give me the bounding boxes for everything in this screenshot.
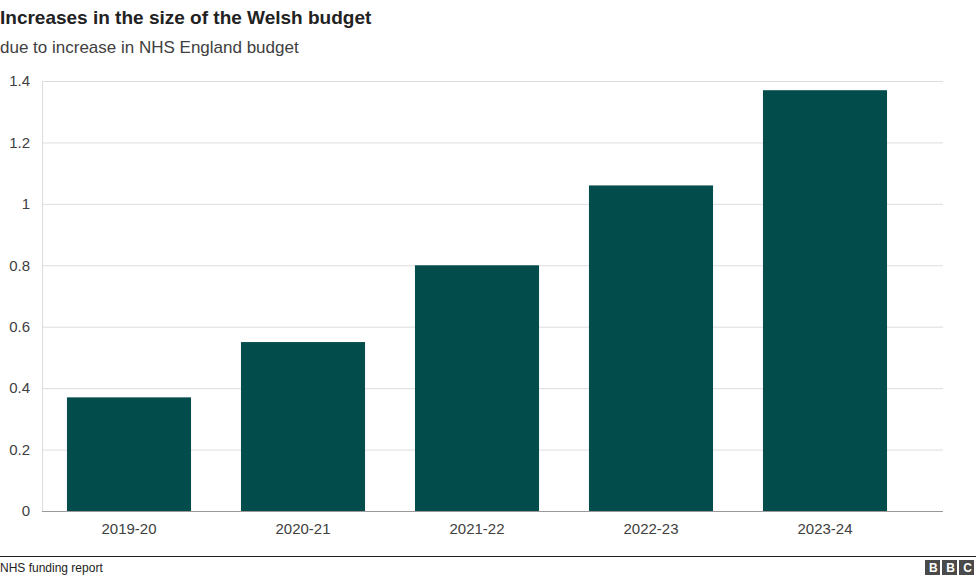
x-tick-label: 2019-20	[101, 520, 156, 537]
y-tick-label: 0.4	[9, 379, 30, 396]
x-tick-label: 2022-23	[623, 520, 678, 537]
y-tick: 1.4	[9, 72, 943, 89]
grid-line	[42, 81, 943, 82]
subtitle: due to increase in NHS England budget	[0, 38, 299, 57]
x-tick: 2019-20	[101, 511, 156, 537]
y-tick-label: 0	[22, 502, 30, 519]
x-tick-label: 2023-24	[797, 520, 852, 537]
y-tick-label: 0.8	[9, 257, 30, 274]
y-tick-label: 1	[22, 195, 30, 212]
chart: Increases in the size of the Welsh budge…	[0, 0, 976, 579]
x-tick: 2020-21	[275, 511, 330, 537]
x-tick-label: 2021-22	[449, 520, 504, 537]
x-tick-label: 2020-21	[275, 520, 330, 537]
bar	[241, 342, 365, 511]
bar	[589, 185, 713, 511]
title: Increases in the size of the Welsh budge…	[0, 7, 372, 28]
bar	[763, 90, 887, 511]
x-tick: 2022-23	[623, 511, 678, 537]
y-tick-label: 0.2	[9, 441, 30, 458]
x-tick: 2023-24	[797, 511, 852, 537]
bar	[415, 265, 539, 511]
y-tick-label: 1.4	[9, 72, 30, 89]
grid-line	[42, 511, 943, 512]
bar	[67, 397, 191, 511]
source: NHS funding report	[0, 561, 103, 575]
x-tick: 2021-22	[449, 511, 504, 537]
x-axis-line	[42, 511, 943, 512]
logo-text: BBC	[929, 561, 976, 575]
bars	[67, 90, 887, 511]
y-axis-line	[42, 82, 43, 512]
y-axis: 0 0.2 0.4 0.6 0.8 1 1.2 1.4	[9, 72, 943, 519]
x-axis: 2019-20 2020-21 2021-22 2022-23 2023-24	[42, 511, 943, 537]
y-tick-label: 0.6	[9, 318, 30, 335]
y-tick-label: 1.2	[9, 134, 30, 151]
logo: BBC	[925, 560, 976, 575]
footer-rule	[0, 556, 976, 557]
